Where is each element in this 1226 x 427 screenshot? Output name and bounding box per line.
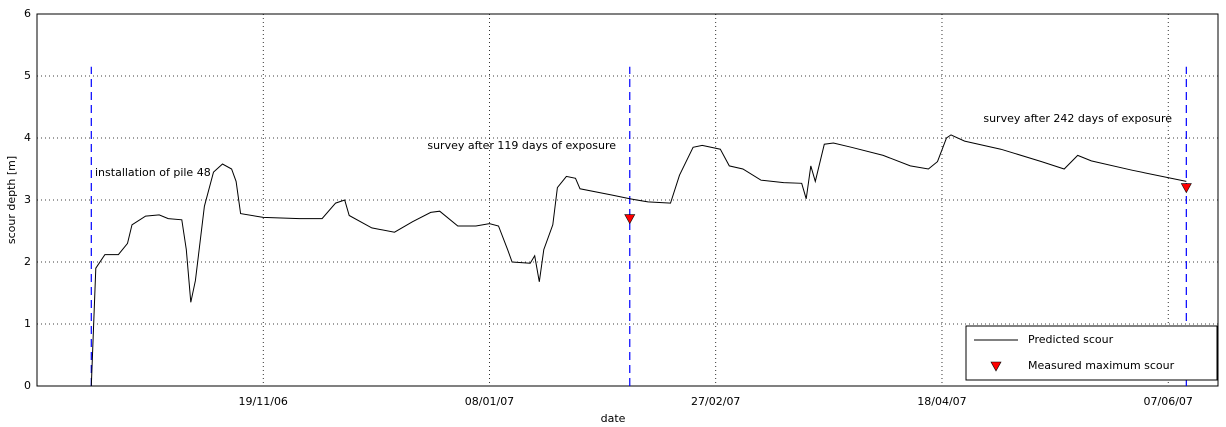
y-axis-label: scour depth [m] — [5, 156, 18, 244]
y-tick-label: 1 — [24, 317, 31, 330]
plot-frame — [36, 13, 1219, 387]
y-tick-label: 4 — [24, 131, 31, 144]
x-tick-label: 19/11/06 — [239, 395, 288, 408]
legend-box — [965, 325, 1218, 381]
x-tick-label: 27/02/07 — [691, 395, 740, 408]
x-tick-label: 08/01/07 — [465, 395, 514, 408]
series-line — [90, 134, 1187, 387]
y-tick-label: 0 — [24, 379, 31, 392]
x-tick-label: 18/04/07 — [917, 395, 966, 408]
annotation: installation of pile 48 — [95, 166, 211, 179]
legend-label: Predicted scour — [1028, 333, 1114, 346]
data-marker — [624, 214, 636, 225]
annotation: survey after 119 days of exposure — [427, 139, 616, 152]
x-tick-label: 07/06/07 — [1144, 395, 1193, 408]
legend-label: Measured maximum scour — [1028, 359, 1175, 372]
data-marker — [1180, 183, 1192, 194]
x-axis-label: date — [601, 412, 626, 425]
y-tick-label: 6 — [24, 7, 31, 20]
legend-swatch — [990, 361, 1002, 372]
y-tick-label: 5 — [24, 69, 31, 82]
y-tick-label: 3 — [24, 193, 31, 206]
y-tick-label: 2 — [24, 255, 31, 268]
annotation: survey after 242 days of exposure — [983, 112, 1172, 125]
